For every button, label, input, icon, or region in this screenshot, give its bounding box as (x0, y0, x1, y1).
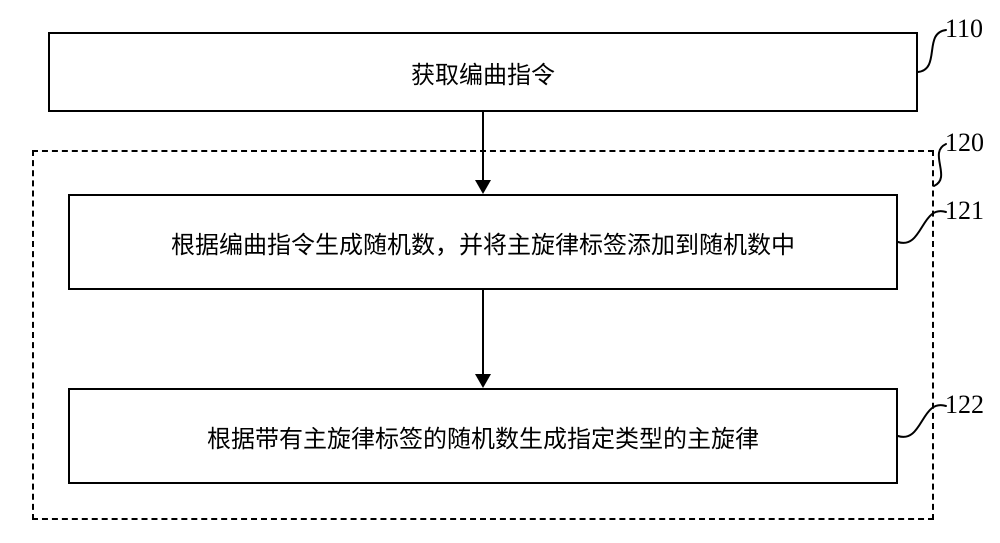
arrow-121-to-122-head (475, 374, 491, 388)
step-122-text: 根据带有主旋律标签的随机数生成指定类型的主旋律 (207, 419, 759, 454)
arrow-121-to-122-line (482, 290, 484, 374)
step-110-text: 获取编曲指令 (411, 55, 555, 90)
step-110-box: 获取编曲指令 (48, 32, 918, 112)
step-121-box: 根据编曲指令生成随机数，并将主旋律标签添加到随机数中 (68, 194, 898, 290)
arrow-110-to-121-line (482, 112, 484, 180)
leader-122 (892, 400, 952, 442)
leader-121 (892, 206, 952, 248)
step-121-text: 根据编曲指令生成随机数，并将主旋律标签添加到随机数中 (171, 225, 795, 260)
arrow-110-to-121-head (475, 180, 491, 194)
leader-110 (912, 24, 952, 78)
step-122-box: 根据带有主旋律标签的随机数生成指定类型的主旋律 (68, 388, 898, 484)
leader-120 (928, 138, 952, 192)
flowchart-canvas: 获取编曲指令 根据编曲指令生成随机数，并将主旋律标签添加到随机数中 根据带有主旋… (0, 0, 1000, 543)
